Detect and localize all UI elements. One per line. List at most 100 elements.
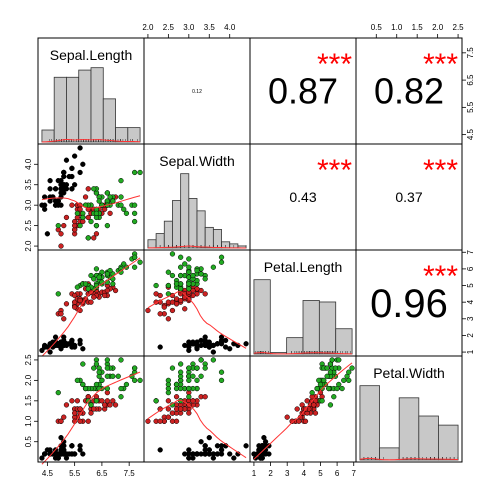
axis-tick-label: 6 [335,469,340,478]
correlation-value: 0.82 [374,71,444,112]
scatter-point [71,218,78,225]
scatter-point [71,182,78,188]
panel-3-0 [37,355,145,465]
scatter-point [161,304,167,310]
scatter-point [58,202,64,208]
scatter-point [302,418,309,424]
density-curve [41,138,141,143]
scatter-point [145,418,151,424]
correlation-value: 0.43 [289,189,316,205]
scatter-point [58,311,64,317]
scatter-point [69,202,75,208]
scatter-point [61,169,67,176]
scatter-point [80,361,86,367]
panel-3-3: Petal.Width [355,355,463,463]
scatter-point [198,342,204,349]
scatter-point [55,177,61,184]
scatter-point [319,398,325,404]
scatter-point [218,259,225,265]
scatter-point [218,443,225,449]
axis-tick-label: 0.5 [24,436,33,448]
scatter-point [77,406,83,412]
scatter-point [93,210,100,217]
axis-tick-label: 2.0 [24,240,33,252]
scatter-point [210,264,217,270]
scatter-point [77,418,83,424]
scatter-point [104,398,111,404]
scatter-point [77,145,83,151]
axis-tick-label: 3.5 [24,179,33,191]
scatter-point [266,451,272,457]
scatter-point [55,222,61,229]
scatter-point [104,373,111,379]
scatter-point [91,186,97,192]
correlation-value: 0.96 [370,282,448,326]
scatter-point [186,394,192,400]
scatter-point [80,381,86,388]
scatter-point [63,402,70,408]
scatter-point [77,222,83,229]
scatter-point [231,455,237,461]
scatter-point [336,357,342,363]
scatter-point [243,443,249,449]
axis-tick-label: 2.0 [432,23,444,32]
density-curve [359,457,459,461]
scatter-point [61,186,67,192]
scatter-point [329,357,335,363]
scatter-point [218,254,225,260]
scatter-point [123,381,130,388]
significance-stars: *** [423,260,458,293]
axis-tick-label: 1.0 [24,415,33,427]
scatter-point [88,218,94,225]
panel-1-1: Sepal.Width [143,143,251,251]
scatter-point [93,398,100,404]
scatter-point [266,443,272,449]
scatter-point [157,418,163,424]
scatter-point [257,451,264,457]
scatter-point [52,186,59,192]
scatter-point [131,264,138,270]
axis-tick-label: 3.0 [24,199,33,211]
significance-stars: *** [317,48,352,81]
scatter-point [55,198,61,204]
scatter-point [63,301,70,307]
histogram-bar [41,129,55,143]
scatter-point [261,434,267,441]
scatter-point [118,357,124,363]
scatter-point [82,385,89,392]
scatter-point [169,365,176,371]
axis-tick-label: 2 [268,469,273,478]
smooth-line [147,291,247,349]
scatter-point [321,377,327,384]
axis-top-1: 2.0 2.5 3.0 3.5 4.0 [142,23,236,38]
scatter-point [214,341,221,347]
scatter-point [194,267,200,274]
scatter-point [186,269,192,275]
scatter-point [107,194,113,200]
scatter-point [52,202,59,208]
scatter-point [186,377,192,384]
scatter-point [74,377,81,384]
scatter-point [157,292,163,299]
axis-tick-label: 1.5 [412,23,424,32]
scatter-point [202,365,208,371]
scatter-point [177,369,184,375]
scatter-point [85,235,91,241]
scatter-point [165,282,172,289]
histogram-bar [318,301,337,355]
scatter-point [327,369,334,375]
axis-tick-label: 6 [466,266,475,271]
axis-tick-label: 3 [466,316,475,321]
scatter-point [218,369,225,375]
scatter-point [145,307,151,314]
scatter-point [93,381,100,388]
scatter-point [173,394,180,400]
scatter-point [66,173,72,180]
scatter-point [121,206,127,212]
scatter-point [304,398,310,404]
axis-tick-label: 2.5 [453,23,465,32]
axis-tick-label: 2.5 [163,23,175,32]
scatter-point [107,402,113,408]
histogram-bar [302,300,320,355]
axis-tick-label: 7 [466,249,475,254]
